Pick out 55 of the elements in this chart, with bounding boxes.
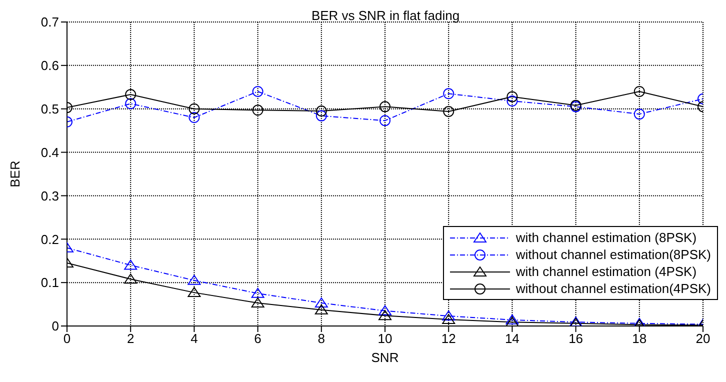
x-axis-title: SNR xyxy=(371,350,399,365)
point xyxy=(252,86,264,97)
x-tick-label: 14 xyxy=(504,331,520,346)
point xyxy=(442,310,456,321)
point xyxy=(188,287,201,298)
x-tick-label: 10 xyxy=(378,331,392,346)
point xyxy=(634,108,645,120)
point xyxy=(188,103,200,114)
x-tick-label: 20 xyxy=(696,331,710,346)
point xyxy=(188,112,200,124)
x-tick-label: 8 xyxy=(318,331,326,346)
x-tick-label: 0 xyxy=(63,331,71,346)
point xyxy=(314,304,328,314)
y-tick-label: 0.1 xyxy=(40,275,59,290)
y-axis-title: BER xyxy=(8,160,23,188)
x-tick-label: 2 xyxy=(126,331,134,346)
point xyxy=(442,314,456,324)
y-tick-label: 0.5 xyxy=(40,101,59,116)
point xyxy=(251,288,264,298)
y-tick-label: 0.4 xyxy=(40,144,59,160)
point xyxy=(378,310,392,320)
legend-label: with channel estimation (8PSK) xyxy=(516,230,697,245)
point xyxy=(380,101,390,112)
point xyxy=(506,91,518,102)
legend-label: without channel estimation(8PSK) xyxy=(516,247,711,262)
point xyxy=(378,305,392,316)
x-tick-label: 18 xyxy=(632,331,647,346)
legend-label: without channel estimation(4PSK) xyxy=(516,281,711,296)
x-tick-label: 4 xyxy=(190,331,198,346)
point xyxy=(188,274,201,285)
point xyxy=(443,106,454,117)
legend-label: with channel estimation (4PSK) xyxy=(516,264,697,279)
point xyxy=(316,110,327,122)
point xyxy=(124,274,138,284)
point xyxy=(125,89,136,100)
point xyxy=(634,86,645,97)
chart-title: BER vs SNR in flat fading xyxy=(310,8,461,23)
point xyxy=(252,104,264,116)
point xyxy=(125,98,136,110)
y-tick-label: 0 xyxy=(52,318,59,334)
x-tick-label: 16 xyxy=(568,331,584,346)
y-tick-label: 0.6 xyxy=(40,58,59,74)
point xyxy=(380,115,390,126)
y-tick-label: 0.7 xyxy=(40,14,59,30)
y-tick-label: 0.2 xyxy=(40,232,59,247)
x-tick-label: 6 xyxy=(254,331,262,346)
x-tick-label: 12 xyxy=(441,331,456,346)
point xyxy=(251,297,264,308)
point xyxy=(443,88,454,100)
y-tick-label: 0.3 xyxy=(40,188,59,204)
point xyxy=(506,96,518,107)
point xyxy=(124,260,138,270)
point xyxy=(506,316,519,326)
point xyxy=(314,297,328,308)
point xyxy=(316,106,327,117)
